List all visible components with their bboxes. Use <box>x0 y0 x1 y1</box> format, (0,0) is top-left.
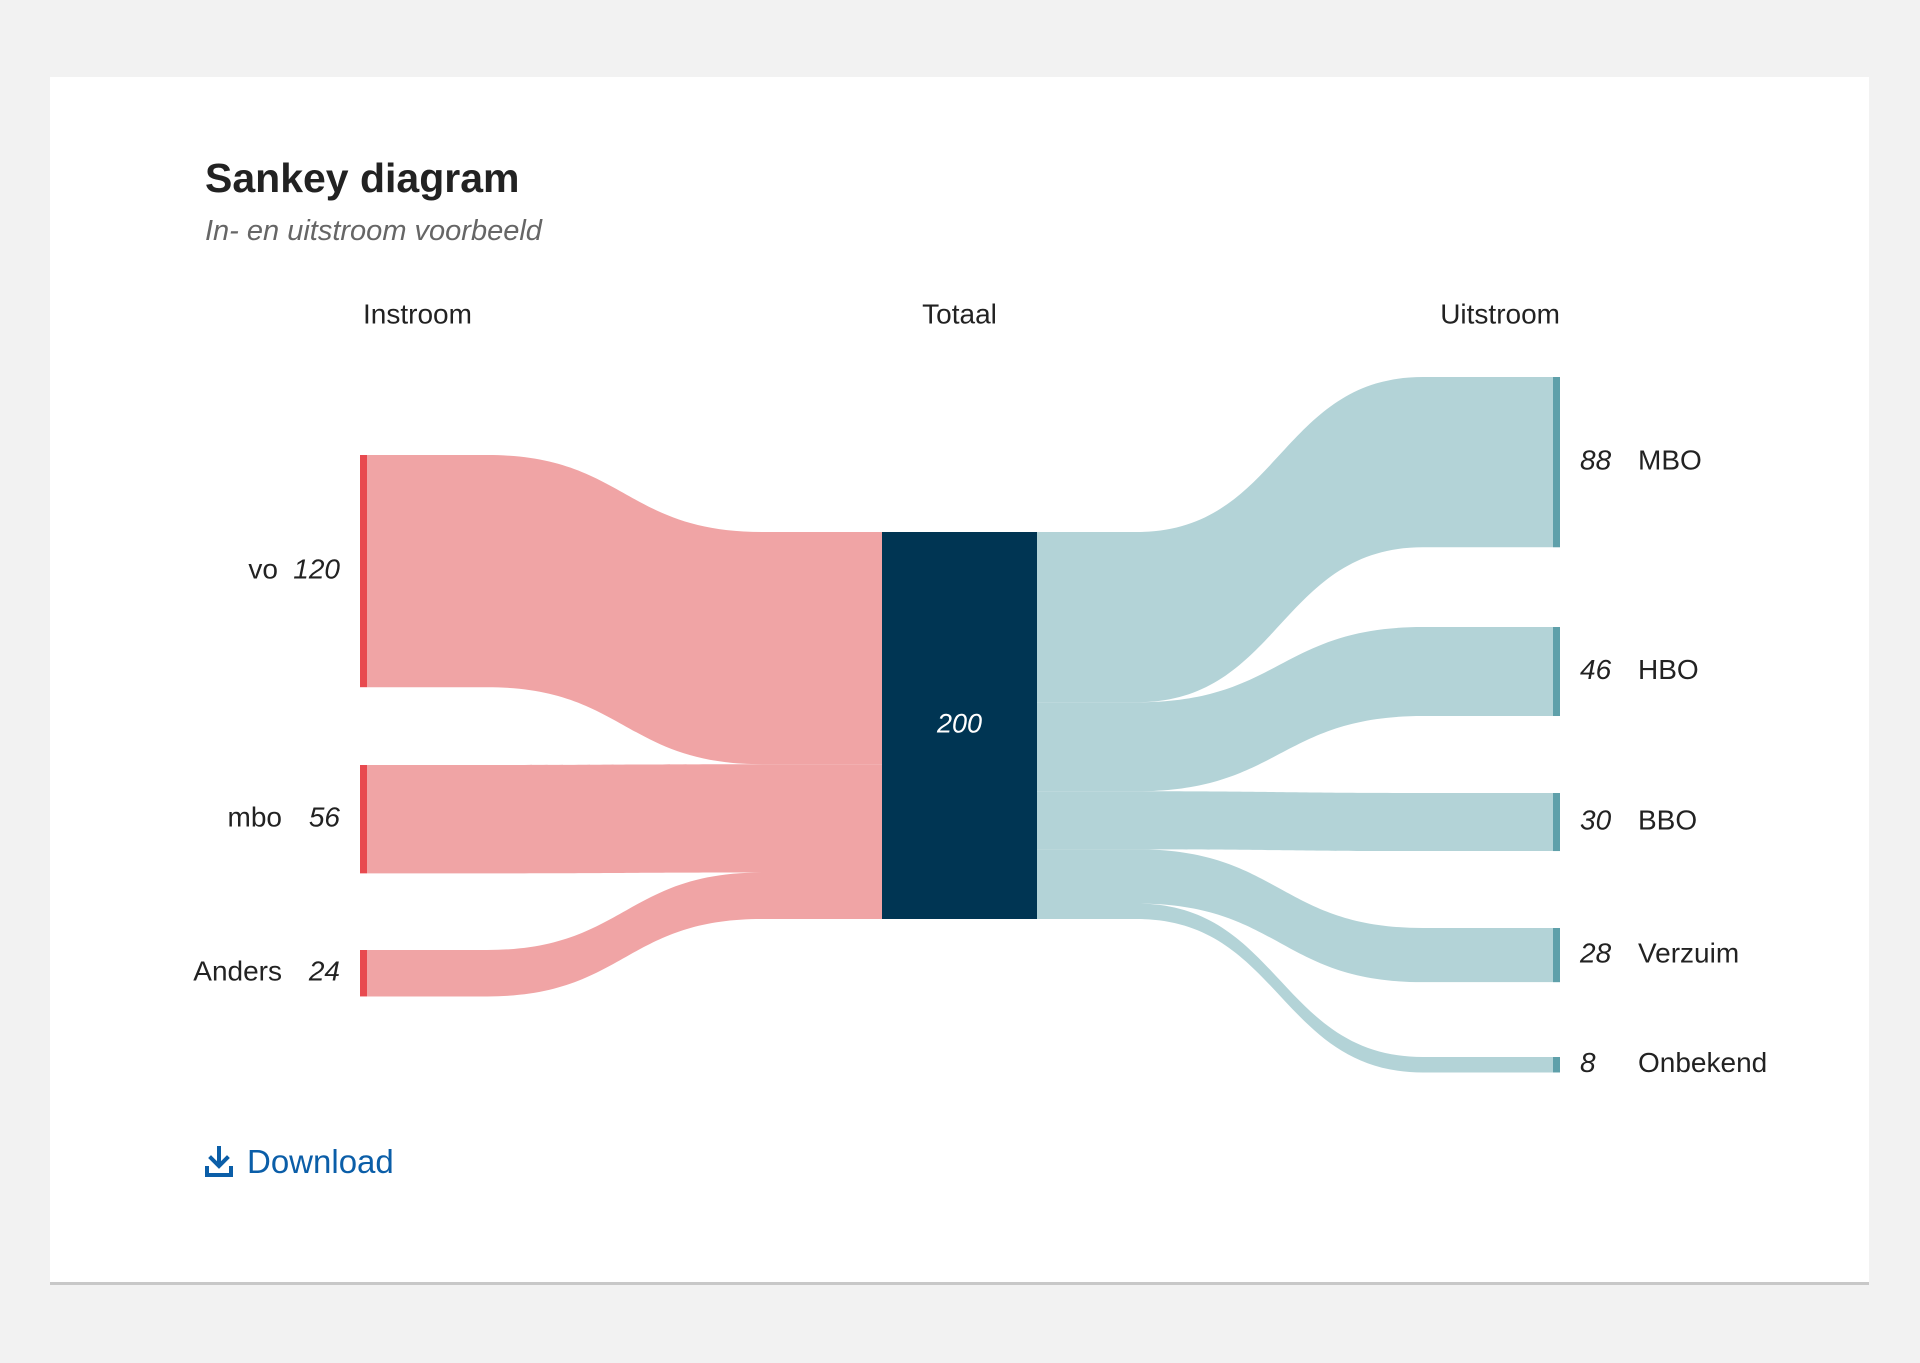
inflow-value: 56 <box>309 802 341 833</box>
inflow-label: Anders <box>193 956 282 987</box>
download-icon <box>205 1146 233 1178</box>
outflow-label: Verzuim <box>1638 937 1739 968</box>
total-node <box>882 532 1037 919</box>
outflow-node <box>1553 793 1560 852</box>
column-headers: Instroom Totaal Uitstroom <box>363 298 1560 329</box>
outflow-node <box>1553 1057 1560 1073</box>
sankey-nodes <box>360 377 1560 1073</box>
inflow-link <box>367 455 882 765</box>
download-label: Download <box>247 1143 394 1180</box>
inflow-label: vo <box>248 553 278 584</box>
outflow-value: 8 <box>1580 1047 1596 1078</box>
outflow-node <box>1553 627 1560 717</box>
column-header-uitstroom: Uitstroom <box>1440 298 1560 329</box>
outflow-label: BBO <box>1638 804 1697 835</box>
sankey-chart: 120 vo 56 mbo 24 Anders 200 88 MBO 46 HBO 30 BBO 28 Ve… <box>193 298 1767 1079</box>
outflow-value: 30 <box>1580 804 1612 835</box>
inflow-value: 120 <box>293 553 340 584</box>
inflow-node <box>360 950 367 997</box>
chart-title: Sankey diagram <box>205 155 520 201</box>
outflow-link <box>1037 849 1553 983</box>
outflow-link <box>1037 627 1553 792</box>
inflow-label: mbo <box>228 802 282 833</box>
chart-subtitle: In- en uitstroom voorbeeld <box>205 215 542 247</box>
outflow-label: MBO <box>1638 445 1702 476</box>
sankey-labels: 120 vo 56 mbo 24 Anders 200 88 MBO 46 HBO 30 BBO 28 Ve… <box>193 445 1767 1079</box>
inflow-node <box>360 455 367 688</box>
inflow-link <box>367 764 882 874</box>
outflow-value: 88 <box>1580 445 1612 476</box>
outflow-node <box>1553 377 1560 548</box>
outflow-label: Onbekend <box>1638 1047 1767 1078</box>
outflow-node <box>1553 928 1560 983</box>
outflow-links <box>1037 377 1553 1073</box>
download-button[interactable]: Download <box>205 1143 394 1181</box>
column-header-totaal: Totaal <box>922 298 997 329</box>
inflow-value: 24 <box>308 956 340 987</box>
outflow-value: 28 <box>1579 937 1612 968</box>
total-value: 200 <box>936 709 982 739</box>
outflow-link <box>1037 791 1553 852</box>
outflow-value: 46 <box>1580 654 1612 685</box>
inflow-node <box>360 765 367 874</box>
inflow-link <box>367 872 882 997</box>
outflow-label: HBO <box>1638 654 1699 685</box>
outflow-link <box>1037 377 1553 703</box>
inflow-links <box>367 455 882 997</box>
column-header-instroom: Instroom <box>363 298 472 329</box>
chart-card: Sankey diagram In- en uitstroom voorbeel… <box>50 77 1869 1285</box>
